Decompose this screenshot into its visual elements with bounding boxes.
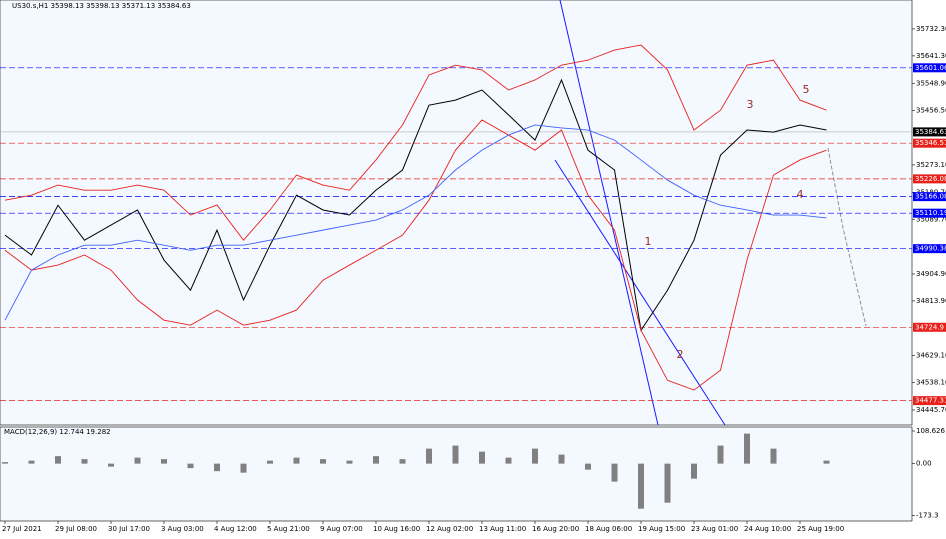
macd-bar	[293, 457, 300, 464]
level-box	[913, 174, 946, 184]
macd-bar	[532, 448, 538, 464]
y-tick-label: 34538.10	[916, 379, 946, 387]
wave-label: 2	[677, 348, 684, 361]
y-tick-label: 34445.70	[916, 406, 946, 414]
level-box	[913, 396, 946, 406]
wave-label: 4	[797, 188, 804, 201]
x-tick-label: 25 Aug 19:00	[797, 525, 844, 533]
level-label: 35601.06	[915, 64, 946, 72]
level-label: 35226.08	[915, 175, 946, 183]
macd-bar	[717, 445, 724, 464]
x-tick-label: 18 Aug 06:00	[585, 525, 632, 533]
macd-bar	[187, 463, 194, 469]
macd-bar	[770, 448, 777, 464]
macd-bar	[744, 433, 750, 464]
macd-bar	[134, 457, 141, 464]
macd-panel	[0, 426, 913, 522]
macd-bar	[346, 460, 353, 464]
level-label: 35346.51	[915, 139, 946, 147]
x-tick-label: 12 Aug 02:00	[426, 525, 473, 533]
y-tick-label: 35456.50	[916, 107, 946, 115]
macd-bar	[479, 451, 485, 464]
macd-bar	[267, 460, 273, 464]
macd-bar	[505, 457, 512, 464]
x-tick-label: 29 Jul 08:00	[55, 525, 97, 533]
y-tick-label: 34629.10	[916, 352, 946, 360]
wave-label: 5	[803, 83, 810, 96]
y-tick-label: 35548.90	[916, 79, 946, 87]
x-tick-label: 4 Aug 12:00	[214, 525, 257, 533]
y-tick-label: -173.3	[916, 512, 939, 520]
level-box	[913, 244, 946, 254]
y-tick-label: 35089.70	[916, 215, 946, 223]
level-box	[913, 192, 946, 202]
wave-label: 3	[747, 98, 754, 111]
drawings	[554, 0, 867, 426]
y-tick-label: 35732.30	[916, 25, 946, 33]
macd-bar	[823, 460, 830, 464]
level-label: 34477.31	[915, 397, 946, 405]
x-tick-label: 24 Aug 10:00	[744, 525, 791, 533]
level-box	[913, 138, 946, 148]
macd-bar	[585, 463, 591, 470]
x-tick-label: 19 Aug 15:00	[638, 525, 685, 533]
price-panel	[0, 0, 913, 426]
y-tick-label: 35641.30	[916, 52, 946, 60]
projection-arrow	[827, 147, 867, 327]
level-label: 35166.08	[915, 193, 946, 201]
macd-bar	[240, 463, 247, 473]
indicator-line	[4, 44, 827, 241]
y-tick-label: 0.00	[916, 460, 932, 468]
macd-bar	[558, 454, 565, 464]
macd-bar	[638, 463, 644, 509]
macd-bar	[664, 463, 671, 503]
y-tick-label: 34813.90	[916, 297, 946, 305]
indicator-line	[4, 124, 827, 321]
y-tick-label: 35273.10	[916, 161, 946, 169]
y-tick-label: 34904.90	[916, 270, 946, 278]
x-tick-label: 27 Jul 2021	[2, 525, 42, 533]
level-box	[913, 63, 946, 73]
macd-title: MACD(12,26,9) 12.744 19.282	[4, 428, 111, 436]
macd-bar	[55, 456, 61, 464]
x-tick-label: 23 Aug 01:00	[691, 525, 738, 533]
chart-title: US30.s,H1 35398.13 35398.13 35371.13 353…	[12, 2, 191, 10]
wave-label: 1	[645, 235, 652, 248]
macd-bar	[452, 445, 459, 464]
macd-bar	[320, 459, 326, 464]
level-box	[913, 208, 946, 218]
level-box	[913, 322, 946, 332]
current-price-label: 35384.63	[915, 128, 946, 136]
indicator-line	[4, 119, 827, 391]
macd-bar	[611, 463, 618, 482]
x-tick-label: 10 Aug 16:00	[373, 525, 420, 533]
x-tick-label: 5 Aug 21:00	[267, 525, 310, 533]
macd-bar	[28, 460, 35, 464]
channel-line	[559, 0, 659, 426]
current-price-box	[913, 127, 946, 137]
x-tick-label: 16 Aug 20:00	[532, 525, 579, 533]
x-tick-label: 30 Jul 17:00	[108, 525, 150, 533]
x-tick-label: 3 Aug 03:00	[161, 525, 204, 533]
level-label: 34724.9	[915, 323, 944, 331]
macd-bar	[161, 459, 167, 464]
level-label: 34990.38	[915, 245, 946, 253]
channel-line	[554, 159, 726, 426]
level-label: 35110.19	[915, 209, 946, 217]
macd-bar	[214, 463, 220, 472]
macd-bar	[399, 459, 406, 464]
x-tick-label: 9 Aug 07:00	[320, 525, 363, 533]
macd-bar	[81, 459, 88, 464]
macd-bar	[373, 456, 379, 464]
macd-bar	[108, 463, 114, 467]
macd-bar	[2, 462, 8, 464]
x-tick-label: 13 Aug 11:00	[479, 525, 526, 533]
y-tick-label: 108.626	[916, 427, 945, 435]
price-line	[4, 78, 827, 332]
macd-bar	[426, 448, 432, 464]
macd-bar	[691, 463, 697, 479]
